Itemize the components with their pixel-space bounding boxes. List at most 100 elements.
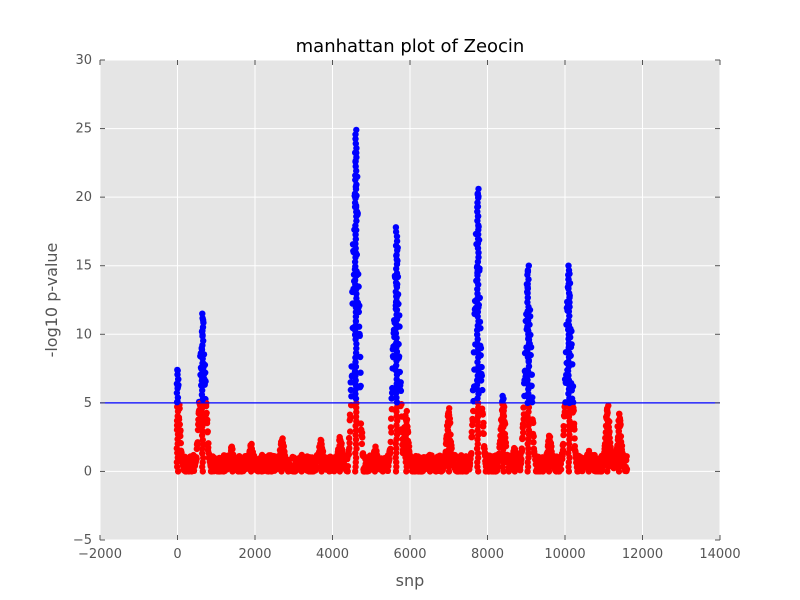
- snp-point: [198, 414, 206, 421]
- snp-point: [352, 318, 360, 325]
- snp-point: [605, 440, 612, 447]
- snp-point: [247, 454, 255, 461]
- snp-point: [469, 417, 476, 425]
- snp-point: [604, 430, 611, 437]
- snp-point: [194, 439, 201, 446]
- snp-point: [604, 444, 611, 452]
- x-tick-label: 2000: [238, 547, 271, 562]
- snp-point: [352, 140, 359, 147]
- chart-title: manhattan plot of Zeocin: [296, 36, 525, 57]
- snp-point: [173, 422, 181, 429]
- snp-point: [352, 240, 359, 247]
- snp-point: [352, 263, 359, 270]
- snp-point: [468, 450, 475, 457]
- snp-point: [444, 427, 452, 435]
- snp-point: [386, 456, 393, 463]
- snp-point: [518, 456, 525, 463]
- snp-point: [352, 308, 360, 316]
- snp-point: [571, 435, 578, 442]
- snp-point: [248, 445, 255, 452]
- snp-point: [524, 289, 531, 297]
- snp-point: [393, 353, 400, 360]
- snp-point: [358, 440, 366, 448]
- snp-point: [474, 331, 481, 338]
- snp-point: [352, 163, 359, 170]
- snp-point: [605, 402, 612, 409]
- snp-point: [566, 303, 573, 311]
- snp-point: [511, 444, 518, 452]
- snp-point: [474, 463, 481, 471]
- snp-point: [397, 387, 405, 394]
- snp-point: [403, 407, 410, 415]
- snp-point: [174, 440, 181, 447]
- snp-point: [344, 463, 352, 470]
- snp-point: [474, 290, 481, 297]
- snp-point: [474, 235, 482, 243]
- snp-point: [357, 382, 364, 390]
- snp-point: [403, 468, 410, 475]
- x-tick-label: 12000: [622, 547, 663, 562]
- snp-point: [525, 454, 532, 461]
- snp-point: [174, 403, 181, 410]
- snp-point: [347, 386, 355, 394]
- snp-point: [474, 203, 481, 211]
- snp-point: [524, 294, 531, 301]
- snp-point: [352, 436, 360, 443]
- snp-point: [353, 217, 360, 225]
- snp-point: [474, 272, 481, 279]
- snp-point: [520, 404, 527, 411]
- snp-point: [347, 379, 354, 386]
- snp-point: [353, 409, 360, 416]
- snp-point: [393, 339, 400, 346]
- snp-point: [525, 449, 532, 457]
- snp-point: [174, 366, 181, 374]
- snp-point: [566, 404, 573, 411]
- snp-point: [393, 394, 400, 401]
- snp-point: [393, 237, 401, 245]
- snp-point: [530, 419, 537, 427]
- snp-point: [317, 441, 325, 448]
- snp-point: [500, 459, 507, 466]
- snp-point: [585, 447, 593, 455]
- snp-point: [199, 427, 206, 435]
- snp-point: [199, 373, 206, 380]
- snp-point: [474, 349, 482, 357]
- snp-point: [525, 363, 533, 370]
- snp-point: [475, 254, 482, 261]
- snp-point: [517, 467, 524, 474]
- snp-point: [174, 435, 181, 443]
- snp-point: [352, 377, 359, 384]
- snp-point: [475, 368, 482, 375]
- snp-point: [475, 185, 482, 193]
- snp-point: [279, 458, 286, 466]
- snp-point: [393, 376, 400, 383]
- axis-ticks: −2000 0 2000 4000 6000 8000 10000 12000 14000 −5 0…: [73, 53, 741, 562]
- snp-point: [530, 433, 537, 440]
- snp-point: [392, 279, 400, 286]
- snp-point: [388, 395, 395, 402]
- snp-point: [499, 392, 506, 400]
- snp-point: [318, 463, 325, 471]
- snp-point: [474, 245, 482, 252]
- y-tick-label: 25: [75, 122, 92, 137]
- snp-point: [248, 459, 255, 466]
- snp-point: [353, 345, 360, 352]
- snp-point: [392, 389, 400, 397]
- snp-point: [519, 434, 526, 441]
- snp-point: [388, 415, 395, 422]
- snp-point: [500, 450, 507, 457]
- snp-point: [199, 387, 206, 394]
- snp-point: [387, 424, 395, 431]
- x-tick-label: 8000: [471, 547, 504, 562]
- snp-point: [446, 450, 453, 457]
- snp-point: [565, 440, 573, 448]
- snp-point: [193, 455, 200, 463]
- snp-point: [571, 426, 578, 433]
- snp-point: [317, 454, 325, 462]
- snp-point: [352, 313, 360, 320]
- snp-point: [604, 435, 612, 442]
- snp-point: [278, 449, 285, 456]
- snp-point: [278, 463, 285, 470]
- snp-point: [204, 428, 211, 435]
